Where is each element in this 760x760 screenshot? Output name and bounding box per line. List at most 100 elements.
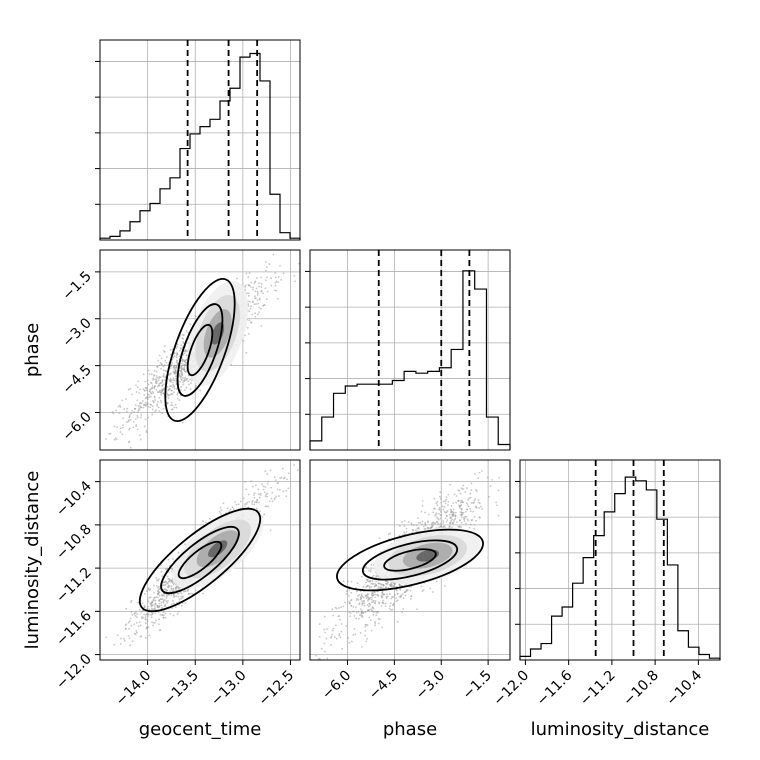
scatter-point (159, 613, 162, 616)
scatter-point (251, 501, 254, 503)
scatter-point (144, 418, 147, 421)
scatter-point (427, 513, 430, 516)
scatter-point (148, 373, 151, 376)
scatter-point (175, 347, 178, 349)
scatter-point (163, 387, 165, 390)
scatter-point (147, 369, 150, 372)
scatter-point (338, 634, 341, 637)
scatter-point (175, 377, 177, 380)
scatter-point (403, 520, 406, 522)
scatter-point (181, 372, 183, 375)
scatter-point (271, 500, 274, 503)
scatter-point (388, 607, 391, 610)
hist-frame (519, 459, 721, 661)
scatter-point (435, 513, 437, 516)
scatter-point (360, 575, 363, 578)
scatter-point (172, 365, 175, 367)
scatter-point (455, 495, 458, 497)
scatter-point (359, 608, 362, 611)
scatter-point (147, 405, 150, 408)
contour-line (164, 278, 236, 422)
scatter-point (165, 589, 168, 592)
scatter-point (259, 492, 262, 495)
scatter-point (264, 287, 267, 290)
scatter-point (177, 362, 179, 365)
scatter-point (147, 600, 150, 603)
scatter-point (273, 498, 276, 501)
scatter-point (145, 429, 148, 432)
y-tick-label: −11.2 (53, 565, 95, 607)
scatter-point (453, 493, 456, 496)
scatter-point (256, 294, 259, 296)
scatter-point (245, 488, 248, 491)
scatter-point (489, 485, 492, 487)
scatter-point (446, 510, 449, 512)
scatter-point (478, 507, 481, 509)
scatter-point (367, 580, 369, 583)
scatter-point (255, 303, 258, 305)
scatter-point (382, 599, 384, 602)
scatter-point (427, 527, 429, 530)
scatter-point (348, 594, 350, 597)
scatter-point (286, 478, 288, 481)
scatter-point (455, 501, 458, 504)
scatter-point (396, 620, 399, 623)
scatter-point (170, 404, 173, 407)
scatter-point (371, 610, 374, 613)
scatter-point (151, 608, 153, 611)
scatter-point (405, 530, 408, 533)
x-tick-label: −12.0 (491, 668, 533, 710)
scatter-point (376, 575, 379, 578)
scatter-point (97, 657, 99, 659)
scatter-point (267, 505, 270, 508)
scatter-point (159, 382, 162, 384)
scatter-point (156, 385, 159, 388)
scatter-point (296, 469, 299, 472)
histogram-geocent_time (99, 52, 301, 240)
scatter-point (138, 407, 140, 410)
scatter-point (371, 606, 374, 608)
scatter-point (370, 563, 373, 566)
scatter-point (387, 533, 390, 536)
scatter-point (398, 595, 401, 598)
scatter-point (287, 487, 290, 490)
scatter-point (497, 489, 500, 492)
scatter-point (421, 523, 423, 526)
scatter-point (436, 521, 439, 523)
scatter-point (180, 365, 183, 368)
scatter-point (180, 386, 183, 388)
scatter-point (420, 585, 423, 588)
scatter-point (161, 379, 164, 382)
scatter-point (162, 373, 165, 375)
scatter-point (452, 520, 455, 523)
scatter-point (402, 597, 405, 600)
scatter-point (266, 492, 269, 495)
scatter-point (368, 585, 371, 588)
scatter-point (165, 356, 168, 358)
scatter-point (368, 587, 371, 589)
scatter-point (392, 602, 395, 605)
scatter-point (344, 601, 346, 604)
scatter-point (160, 357, 163, 360)
scatter-point (135, 630, 138, 632)
scatter-point (151, 613, 154, 616)
scatter-point (383, 593, 386, 596)
hist-frame (99, 39, 301, 241)
scatter-point (249, 300, 251, 303)
scatter-point (452, 508, 455, 511)
scatter-point (166, 575, 169, 578)
scatter-point (170, 581, 173, 583)
scatter-point (169, 353, 172, 356)
scatter-point (172, 381, 174, 384)
scatter-point (183, 378, 186, 381)
scatter-point (247, 283, 250, 286)
scatter-point (262, 485, 265, 488)
scatter-point (473, 515, 476, 518)
scatter-point (477, 501, 480, 504)
scatter-point (179, 380, 182, 383)
scatter-point (151, 384, 154, 387)
scatter-point (171, 558, 174, 560)
scatter-point (352, 606, 355, 608)
scatter-point (128, 620, 131, 623)
scatter-point (389, 584, 392, 587)
